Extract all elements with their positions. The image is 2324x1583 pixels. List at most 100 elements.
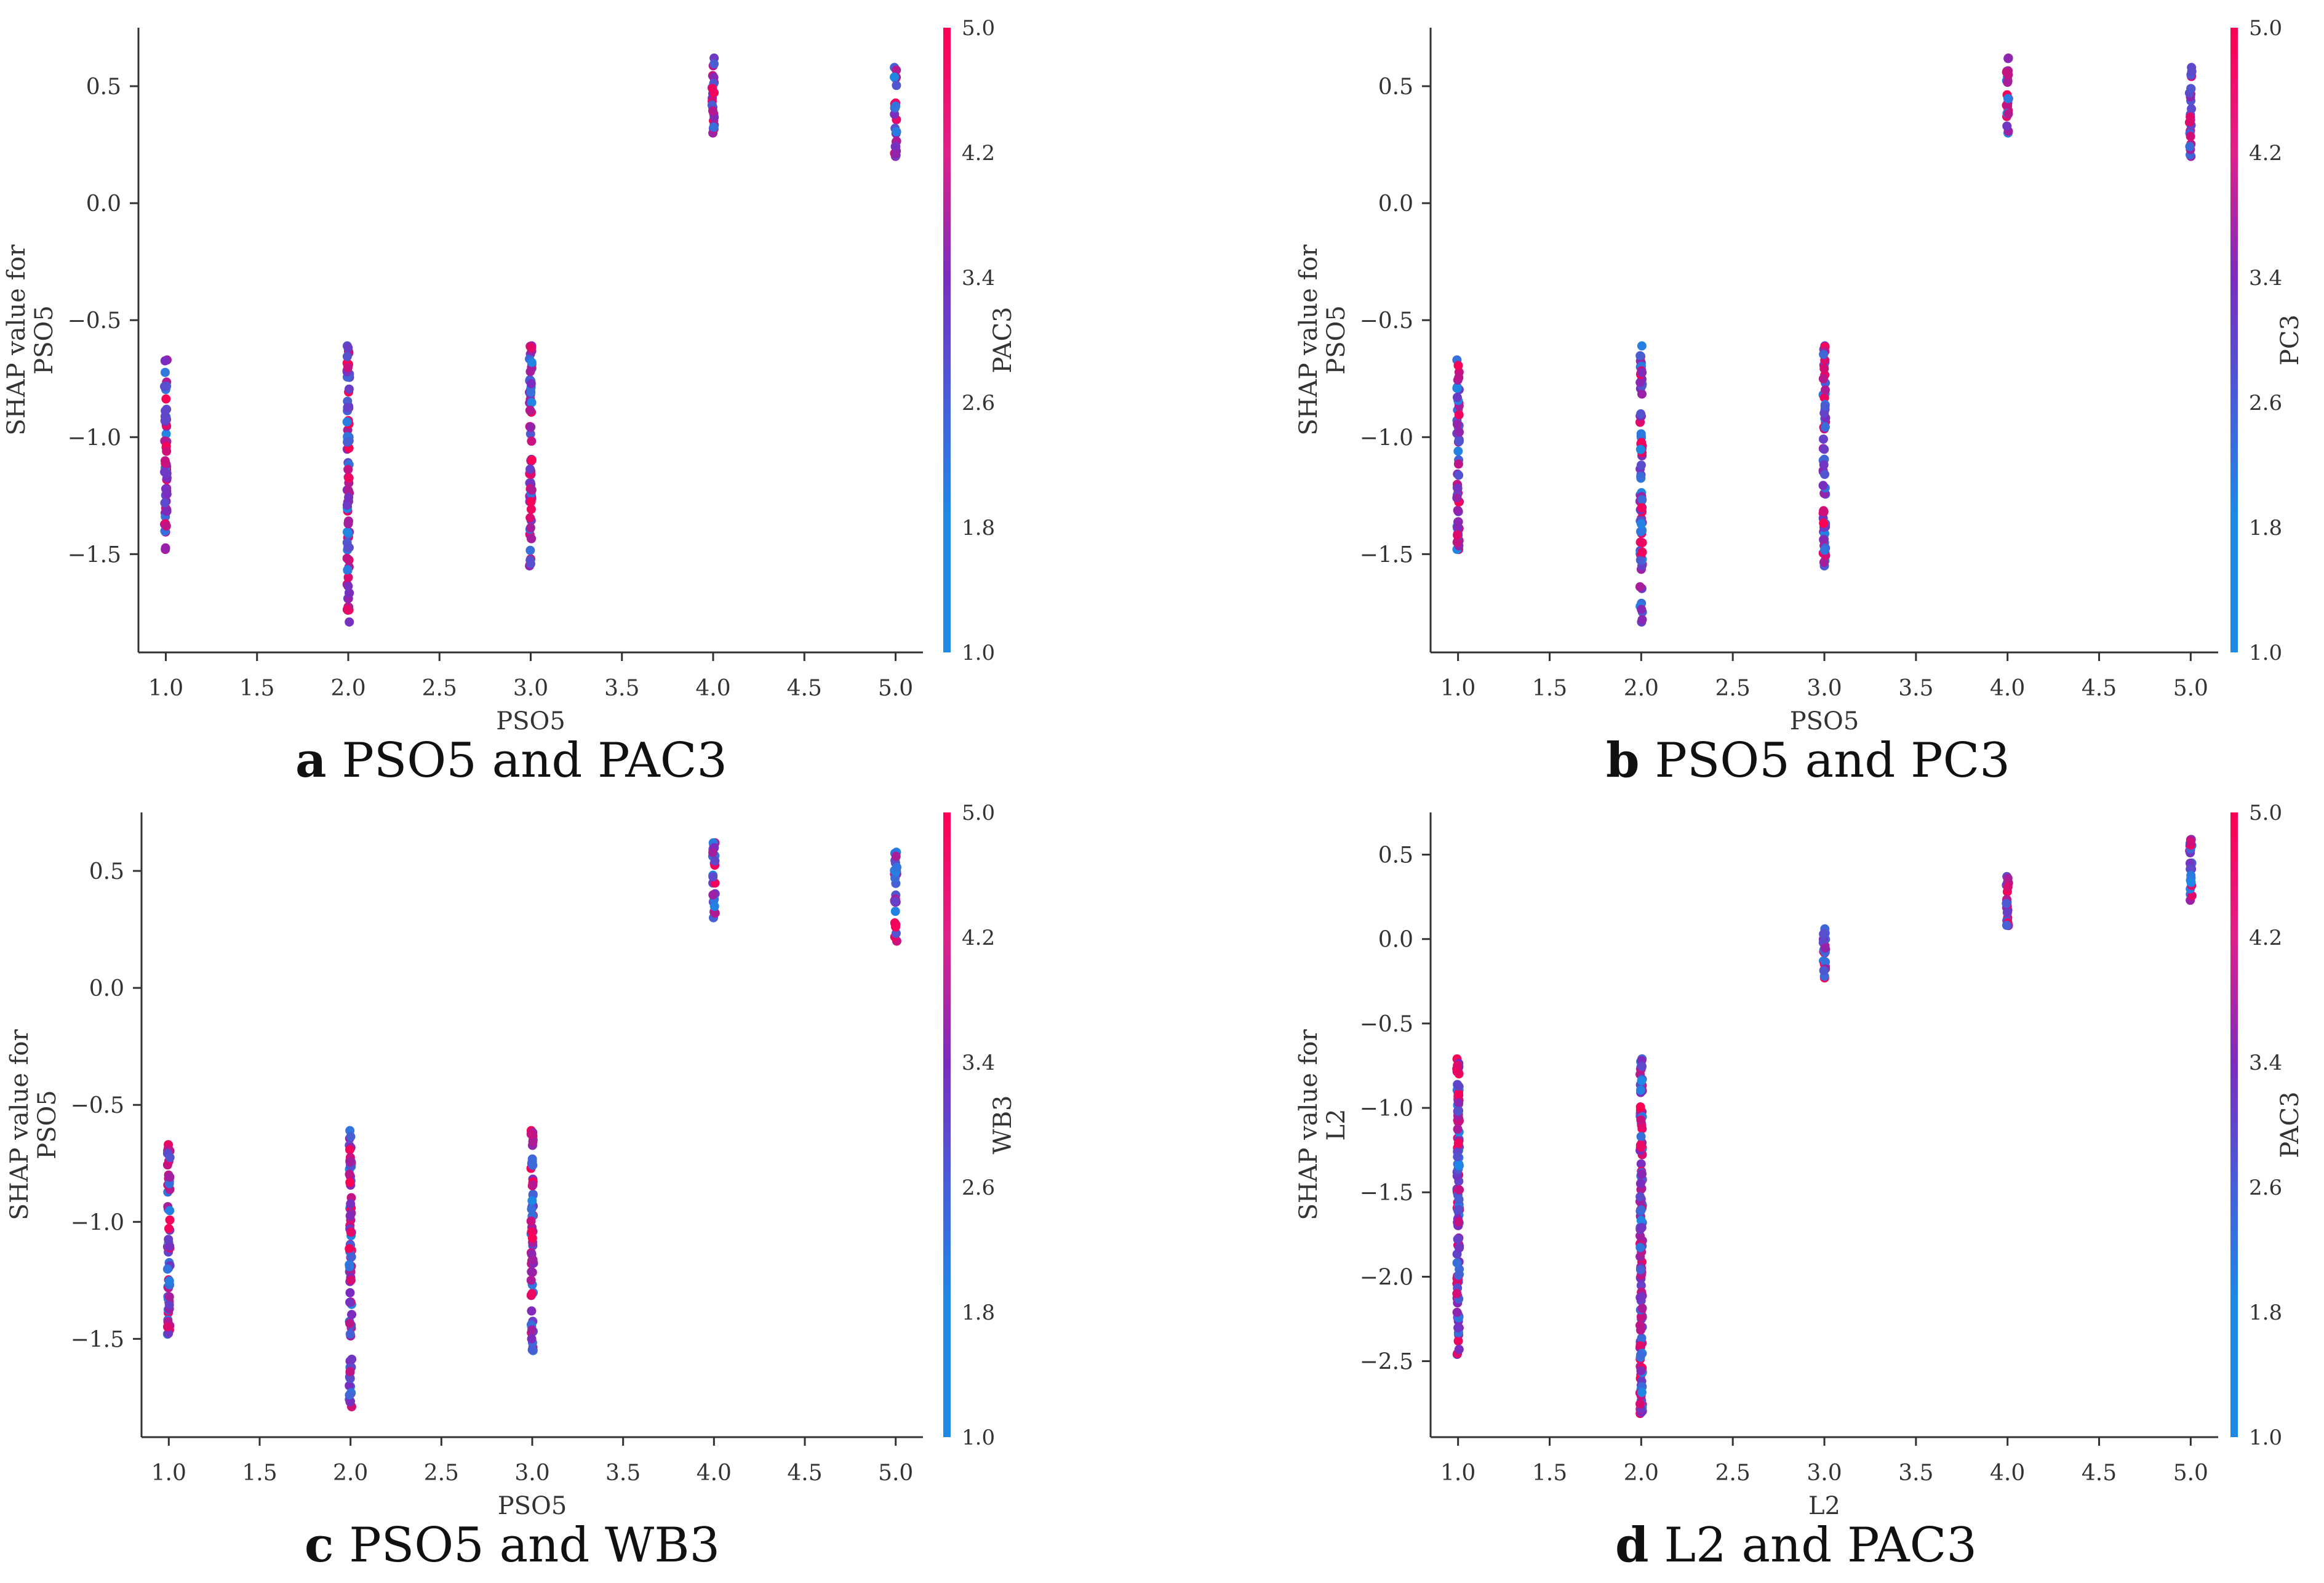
data-point (1454, 372, 1464, 382)
data-point (1454, 1344, 1464, 1354)
data-point (345, 1244, 354, 1254)
data-point (346, 1132, 356, 1142)
data-point (2003, 54, 2013, 63)
data-point (708, 84, 717, 94)
colorbar-tick-label: 5.0 (2249, 801, 2282, 825)
data-point (1818, 374, 1828, 383)
colorbar (2230, 28, 2238, 652)
data-point (1635, 1102, 1645, 1112)
data-point (709, 59, 719, 69)
data-point (1637, 495, 1647, 505)
y-tick-label: 0.5 (1378, 843, 1413, 868)
data-point (346, 1199, 356, 1209)
data-point (1818, 434, 1828, 444)
data-point (342, 553, 352, 563)
x-tick-label: 1.5 (242, 1461, 277, 1486)
data-point (1636, 409, 1646, 419)
data-point (1452, 1289, 1462, 1299)
data-point (1455, 1243, 1464, 1253)
x-axis-label: L2 (1808, 1492, 1840, 1520)
data-point (525, 523, 535, 533)
chart-panel-b: 1.0 1.5 2.0 2.5 3.0 3.5 4.0 4.5 5.0 −1.5 −1.0 −0.5 0… (1295, 16, 2304, 735)
data-point (1635, 1399, 1645, 1409)
data-point (527, 358, 537, 367)
data-point (345, 1169, 354, 1179)
caption-d: d L2 and PAC3 (1615, 1517, 1977, 1573)
y-tick-label: 0.0 (1378, 928, 1413, 953)
data-point (708, 872, 718, 881)
data-point (528, 1137, 538, 1147)
data-point (2187, 66, 2197, 76)
data-point (708, 106, 717, 116)
x-tick-label: 2.0 (1624, 676, 1659, 701)
colorbar-tick-label: 1.8 (2249, 516, 2282, 540)
data-point (344, 473, 354, 483)
data-point (345, 1390, 354, 1400)
data-point (1820, 385, 1830, 395)
y-tick-label: −1.0 (68, 425, 121, 451)
data-point (1635, 351, 1645, 361)
data-point (526, 1129, 536, 1139)
colorbar-label: PAC3 (989, 307, 1017, 373)
data-point (160, 367, 170, 377)
data-point (1821, 957, 1831, 967)
y-tick-label: −1.5 (71, 1327, 124, 1352)
caption-c: c PSO5 and WB3 (305, 1517, 720, 1573)
x-tick-label: 2.5 (424, 1461, 459, 1486)
data-point (709, 902, 719, 912)
data-point (527, 1267, 537, 1276)
colorbar-tick-label: 3.4 (2249, 266, 2282, 291)
y-tick-label: −0.5 (71, 1093, 124, 1118)
x-tick-label: 2.0 (330, 676, 365, 701)
data-point (1819, 507, 1829, 516)
colorbar-tick-label: 3.4 (2249, 1051, 2282, 1075)
colorbar-tick-label: 5.0 (2249, 16, 2282, 41)
data-point (1453, 483, 1463, 493)
y-axis-label-line1: SHAP value for (1295, 244, 1323, 436)
x-tick-label: 1.0 (148, 676, 183, 701)
y-tick-label: −0.5 (1360, 1012, 1413, 1037)
y-tick-label: 0.0 (86, 191, 121, 217)
data-point (527, 1196, 537, 1206)
data-point (1636, 519, 1646, 529)
data-point (2186, 132, 2195, 142)
data-point (525, 559, 535, 569)
caption-a-text: PSO5 and PAC3 (326, 733, 728, 788)
data-point (1636, 429, 1646, 439)
data-point (1453, 1089, 1463, 1099)
data-point (1819, 518, 1829, 528)
data-point (343, 543, 353, 553)
x-axis-label: PSO5 (1790, 707, 1859, 735)
data-point (525, 367, 535, 377)
data-point (1453, 505, 1463, 515)
data-point (345, 1262, 354, 1272)
data-point (343, 465, 353, 475)
colorbar-tick-label: 5.0 (962, 16, 995, 41)
x-tick-label: 3.5 (605, 1461, 641, 1486)
data-point (527, 1204, 537, 1214)
data-point (1637, 341, 1647, 351)
data-point (1453, 530, 1463, 540)
data-point (891, 142, 901, 151)
x-tick-label: 5.0 (878, 1461, 913, 1486)
data-point (890, 72, 900, 82)
colorbar-tick-label: 2.6 (2249, 391, 2282, 415)
data-point (342, 527, 352, 537)
data-point (708, 890, 718, 900)
data-point (342, 604, 352, 614)
x-tick-label: 3.5 (1898, 1461, 1933, 1486)
data-point (2003, 94, 2013, 103)
data-point (1820, 943, 1830, 953)
x-tick-label: 4.5 (2082, 1461, 2117, 1486)
data-point (1635, 444, 1645, 454)
data-point (1637, 367, 1647, 377)
data-point (343, 486, 353, 495)
x-tick-label: 3.0 (1807, 676, 1842, 701)
data-point (1635, 527, 1645, 537)
data-point (161, 459, 170, 468)
data-point (891, 922, 901, 932)
data-point (525, 406, 535, 415)
data-point (346, 1275, 356, 1285)
data-point (1452, 383, 1462, 393)
colorbar-tick-label: 1.8 (962, 1300, 995, 1325)
